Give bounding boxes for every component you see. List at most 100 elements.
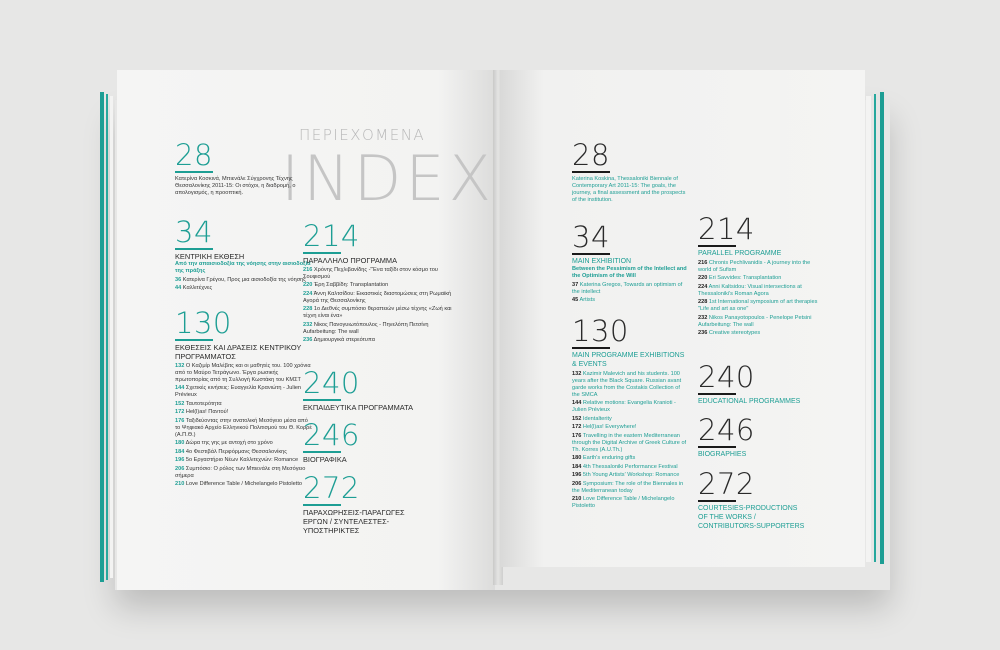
left-cover-edge (100, 92, 104, 582)
list-item: 224 Άννη Καλτσίδου: Εικαστικές διαστομώσ… (303, 290, 452, 304)
number-rule (175, 248, 213, 250)
page-number: 28 (175, 138, 213, 172)
section-text: Katerina Koskina, Thessaloniki Biennale … (572, 176, 686, 203)
page-number: 272 (303, 471, 360, 505)
list-item: 152 Identalterity (572, 415, 612, 422)
book-gutter (493, 70, 503, 585)
page-number: 34 (572, 220, 610, 254)
list-item: 236 Δημιουργικά στερεότυπα (303, 337, 375, 343)
section-heading: BIOGRAPHIES (698, 451, 747, 458)
right-page: 28 Katerina Koskina, Thessaloniki Bienna… (500, 70, 865, 567)
list-item: 236 Creative stereotypes (698, 330, 761, 336)
number-rule (698, 245, 736, 247)
list-item: 144 Σχετικές κινήσεις: Ευαγγελία Κρανιώτ… (175, 385, 302, 398)
list-item: 210 Love Difference Table / Michelangelo… (572, 496, 675, 509)
section-heading: ΕΚΠΑΙΔΕΥΤΙΚΑ ΠΡΟΓΡΑΜΜΑΤΑ (303, 403, 414, 412)
section-subheading: Between the Pessimism of the Intellect a… (572, 266, 687, 279)
list-item: 228 1st International symposium of art t… (698, 299, 818, 312)
section-heading: PARALLEL PROGRAMME (698, 250, 782, 257)
section-34: 34 MAIN EXHIBITION Between the Pessimism… (572, 222, 687, 304)
page-number: 246 (698, 413, 755, 447)
right-cover-edge-inner (874, 94, 876, 562)
list-item: 176 Ταξιδεύοντας στην ανατολική Μεσόγειο… (175, 417, 312, 438)
list-item: 132 Kazimir Malevich and his students. 1… (572, 370, 682, 398)
section-heading: ΒΙΟΓΡΑΦΙΚΑ (303, 455, 347, 464)
section-heading: ΠΑΡΑΧΩΡΗΣΕΙΣ-ΠΑΡΑΓΩΓΕΣ ΕΡΓΩΝ / ΣΥΝΤΕΛΕΣΤ… (303, 508, 405, 535)
section-heading: EDUCATIONAL PROGRAMMES (698, 398, 801, 405)
list-item: 152 Ταυτοτερότητα (175, 400, 222, 407)
list-item: 216 Chronis Pechlivanidis - A journey in… (698, 259, 811, 273)
section-272: 272 ΠΑΡΑΧΩΡΗΣΕΙΣ-ΠΑΡΑΓΩΓΕΣ ΕΡΓΩΝ / ΣΥΝΤΕ… (303, 473, 408, 535)
list-item: 220 Έρη Σαββίδη: Transplantation (303, 282, 389, 288)
list-item: 196 5ο Εργαστήριο Νέων Καλλιτεχνών: Roma… (175, 457, 299, 463)
number-rule (303, 451, 341, 453)
page-number: 240 (698, 360, 755, 394)
number-rule (698, 393, 736, 395)
number-rule (698, 500, 736, 502)
page-number: 214 (698, 212, 755, 246)
left-page: ΠΕΡΙΕΧΟΜΕΝΑ INDEX 28 Κατερίνα Κοσκινά, Μ… (117, 70, 495, 590)
number-rule (303, 252, 341, 254)
page-number: 272 (698, 467, 755, 501)
list-item: 224 Anni Kaltsidou: Visual intersections… (698, 283, 802, 297)
list-item: 210 Love Difference Table / Michelangelo… (175, 481, 302, 487)
section-240: 240 EDUCATIONAL PROGRAMMES (698, 362, 818, 406)
page-number: 34 (175, 215, 213, 249)
section-heading: MAIN EXHIBITION (572, 258, 632, 265)
list-item: 36 Κατερίνα Γρέγου, Προς μια αισιοδοξία … (175, 276, 306, 283)
section-272: 272 COURTESIES-PRODUCTIONS OF THE WORKS … (698, 469, 808, 531)
list-item: 232 Νίκος Πανογυιωτόπουλος - Πηνελόπη Πε… (303, 321, 429, 335)
page-number: 246 (303, 418, 360, 452)
number-rule (175, 171, 213, 173)
list-item: 228 1ο Διεθνές συμπόσιο θεραπειών μέσω τ… (303, 306, 452, 319)
number-rule (303, 504, 341, 506)
section-246: 246 ΒΙΟΓΡΑΦΙΚΑ (303, 420, 453, 464)
section-130: 130 ΕΚΘΕΣΕΙΣ ΚΑΙ ΔΡΑΣΕΙΣ ΚΕΝΤΡΙΚΟΥ ΠΡΟΓΡ… (175, 308, 313, 488)
list-item: 184 4ο Φεστιβάλ Περφόρμανς Θεσσαλονίκης (175, 448, 287, 455)
list-item: 220 Eri Savvides: Transplantation (698, 275, 782, 281)
page-number: 240 (303, 366, 360, 400)
list-item: 144 Relative motions: Evangelia Kranioti… (572, 400, 676, 413)
list-item: 206 Συμπόσιο: Ο ρόλος των Μπιενάλε στη Μ… (175, 465, 306, 479)
right-cover-edge (880, 92, 884, 564)
right-page-stack (866, 96, 871, 562)
number-rule (572, 253, 610, 255)
number-rule (303, 399, 341, 401)
list-item: 180 Δώρα της γης με αντοχή στο χρόνο (175, 440, 273, 446)
left-page-stack (110, 96, 113, 578)
list-item: 216 Χρόνης Πεχλιβανίδης -"Ένα ταξίδι στο… (303, 266, 438, 280)
section-heading: ΠΑΡΑΛΛΗΛΟ ΠΡΟΓΡΑΜΜΑ (303, 256, 398, 265)
page-number: 214 (303, 219, 360, 253)
section-130: 130 MAIN PROGRAMME EXHIBITIONS & EVENTS … (572, 316, 687, 510)
title-greek: ΠΕΡΙΕΧΟΜΕΝΑ (299, 126, 426, 144)
list-item: 172 Hel(l)as! Παντού! (175, 409, 229, 415)
section-heading: ΚΕΝΤΡΙΚΗ ΕΚΘΕΣΗ (175, 252, 245, 261)
section-heading: MAIN PROGRAMME EXHIBITIONS & EVENTS (572, 352, 685, 368)
section-text: Κατερίνα Κοσκινά, Μπιενάλε Σύγχρονης Τέχ… (175, 176, 296, 196)
section-subheading: Από την απαισιοδοξία της νόησης στην αισ… (175, 261, 311, 274)
number-rule (698, 446, 736, 448)
section-214: 214 ΠΑΡΑΛΛΗΛΟ ΠΡΟΓΡΑΜΜΑ 216 Χρόνης Πεχλι… (303, 221, 453, 344)
section-28: 28 Κατερίνα Κοσκινά, Μπιενάλε Σύγχρονης … (175, 140, 315, 197)
section-heading: COURTESIES-PRODUCTIONS OF THE WORKS / CO… (698, 505, 805, 530)
list-item: 44 Καλλιτέχνες (175, 285, 213, 291)
list-item: 176 Travelling in the eastern Mediterran… (572, 432, 687, 453)
page-number: 130 (175, 306, 232, 340)
number-rule (572, 347, 610, 349)
page-number: 130 (572, 314, 629, 348)
list-item: 184 4th Thessaloniki Performance Festiva… (572, 463, 678, 470)
section-28: 28 Katerina Koskina, Thessaloniki Bienna… (572, 140, 687, 204)
page-number: 28 (572, 138, 610, 172)
list-item: 232 Nikos Panayotopoulos - Penelope Pets… (698, 314, 812, 328)
section-34: 34 ΚΕΝΤΡΙΚΗ ΕΚΘΕΣΗ Από την απαισιοδοξία … (175, 217, 315, 292)
list-item: 45 Artists (572, 297, 596, 303)
section-240: 240 ΕΚΠΑΙΔΕΥΤΙΚΑ ΠΡΟΓΡΑΜΜΑΤΑ (303, 368, 453, 412)
list-item: 172 Hel(l)as! Everywhere! (572, 424, 637, 430)
number-rule (572, 171, 610, 173)
section-heading: ΕΚΘΕΣΕΙΣ ΚΑΙ ΔΡΑΣΕΙΣ ΚΕΝΤΡΙΚΟΥ ΠΡΟΓΡΑΜΜΑ… (175, 343, 302, 361)
list-item: 206 Symposium: The role of the Biennales… (572, 480, 684, 494)
list-item: 180 Earth's enduring gifts (572, 455, 636, 461)
section-214: 214 PARALLEL PROGRAMME 216 Chronis Pechl… (698, 214, 818, 337)
list-item: 37 Katerina Gregos, Towards an optimism … (572, 281, 683, 295)
